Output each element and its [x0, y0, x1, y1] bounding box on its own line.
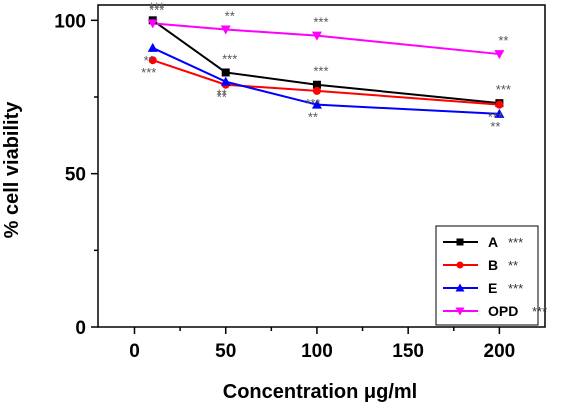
- legend-label-e: E: [488, 280, 497, 296]
- series-line-opd: [152, 22, 500, 56]
- series-markers: [147, 16, 505, 118]
- data-point-b-3: [495, 100, 504, 109]
- legend-marker-a: [456, 238, 464, 246]
- legend-label-opd: OPD: [488, 303, 518, 319]
- data-point-opd-0: [147, 19, 158, 29]
- data-point-b-2: [312, 86, 321, 95]
- legend-marker-b: [456, 261, 464, 269]
- significance-e-2: **: [308, 110, 318, 125]
- legend: A *** B ** E *** OPD ***: [435, 225, 547, 326]
- x-tick-label-1: 50: [215, 341, 236, 362]
- legend-marker-e: [455, 283, 465, 292]
- x-tick-label-0: 0: [129, 341, 140, 362]
- significance-e-1: **: [217, 87, 227, 102]
- y-tick-label-1: 50: [65, 165, 86, 186]
- significance-b-0: ***: [141, 65, 156, 80]
- x-tick-label-3: 150: [392, 341, 424, 362]
- data-point-e-0: [147, 42, 158, 52]
- series-line-e: [152, 47, 500, 115]
- x-axis-label: Concentration μg/ml: [223, 381, 417, 403]
- significance-b-2: ***: [305, 96, 320, 111]
- y-axis-label: % cell viability: [1, 101, 23, 239]
- significance-marks: ***************** ***************** ** ****…: [141, 0, 511, 134]
- series-lines: [152, 19, 500, 115]
- legend-label-a: A: [488, 234, 498, 250]
- legend-significance-e: ***: [508, 281, 523, 296]
- significance-b-1: **: [217, 90, 227, 105]
- data-point-e-3: [494, 108, 505, 118]
- series-line-b: [152, 59, 500, 106]
- legend-significance-b: **: [508, 258, 518, 273]
- significance-e-3: **: [490, 119, 500, 134]
- significance-a-0: ***: [149, 0, 164, 14]
- data-point-e-2: [311, 99, 322, 109]
- data-point-opd-1: [220, 25, 231, 35]
- legend-marker-opd: [455, 307, 465, 316]
- legend-label-b: B: [488, 257, 498, 273]
- series-line-a: [152, 19, 500, 105]
- data-point-opd-2: [311, 31, 322, 41]
- plot-frame: [97, 4, 546, 328]
- significance-opd-2: ***: [313, 15, 328, 30]
- data-point-e-1: [220, 76, 231, 86]
- y-tick-label-0: 0: [75, 318, 86, 339]
- axis-ticks: 0 50 100 150 200 0 50 100: [54, 11, 515, 362]
- x-tick-label-2: 100: [301, 341, 333, 362]
- significance-a-3: ***: [496, 82, 511, 97]
- data-point-a-2: [312, 80, 321, 89]
- significance-b-3: ***: [488, 110, 503, 125]
- data-point-opd-3: [494, 50, 505, 60]
- x-tick-label-4: 200: [484, 341, 516, 362]
- legend-significance-opd: ***: [532, 304, 547, 319]
- significance-opd-1: **: [225, 9, 235, 24]
- y-tick-label-2: 100: [54, 11, 86, 32]
- legend-significance-a: ***: [508, 235, 523, 250]
- significance-a-2: ***: [313, 64, 328, 79]
- significance-e-0: **: [144, 53, 154, 68]
- significance-a-1: ***: [222, 51, 237, 66]
- data-point-a-1: [221, 68, 230, 77]
- data-point-b-0: [148, 56, 157, 65]
- significance-opd-3: **: [498, 33, 508, 48]
- significance-opd-0: ***: [149, 2, 164, 17]
